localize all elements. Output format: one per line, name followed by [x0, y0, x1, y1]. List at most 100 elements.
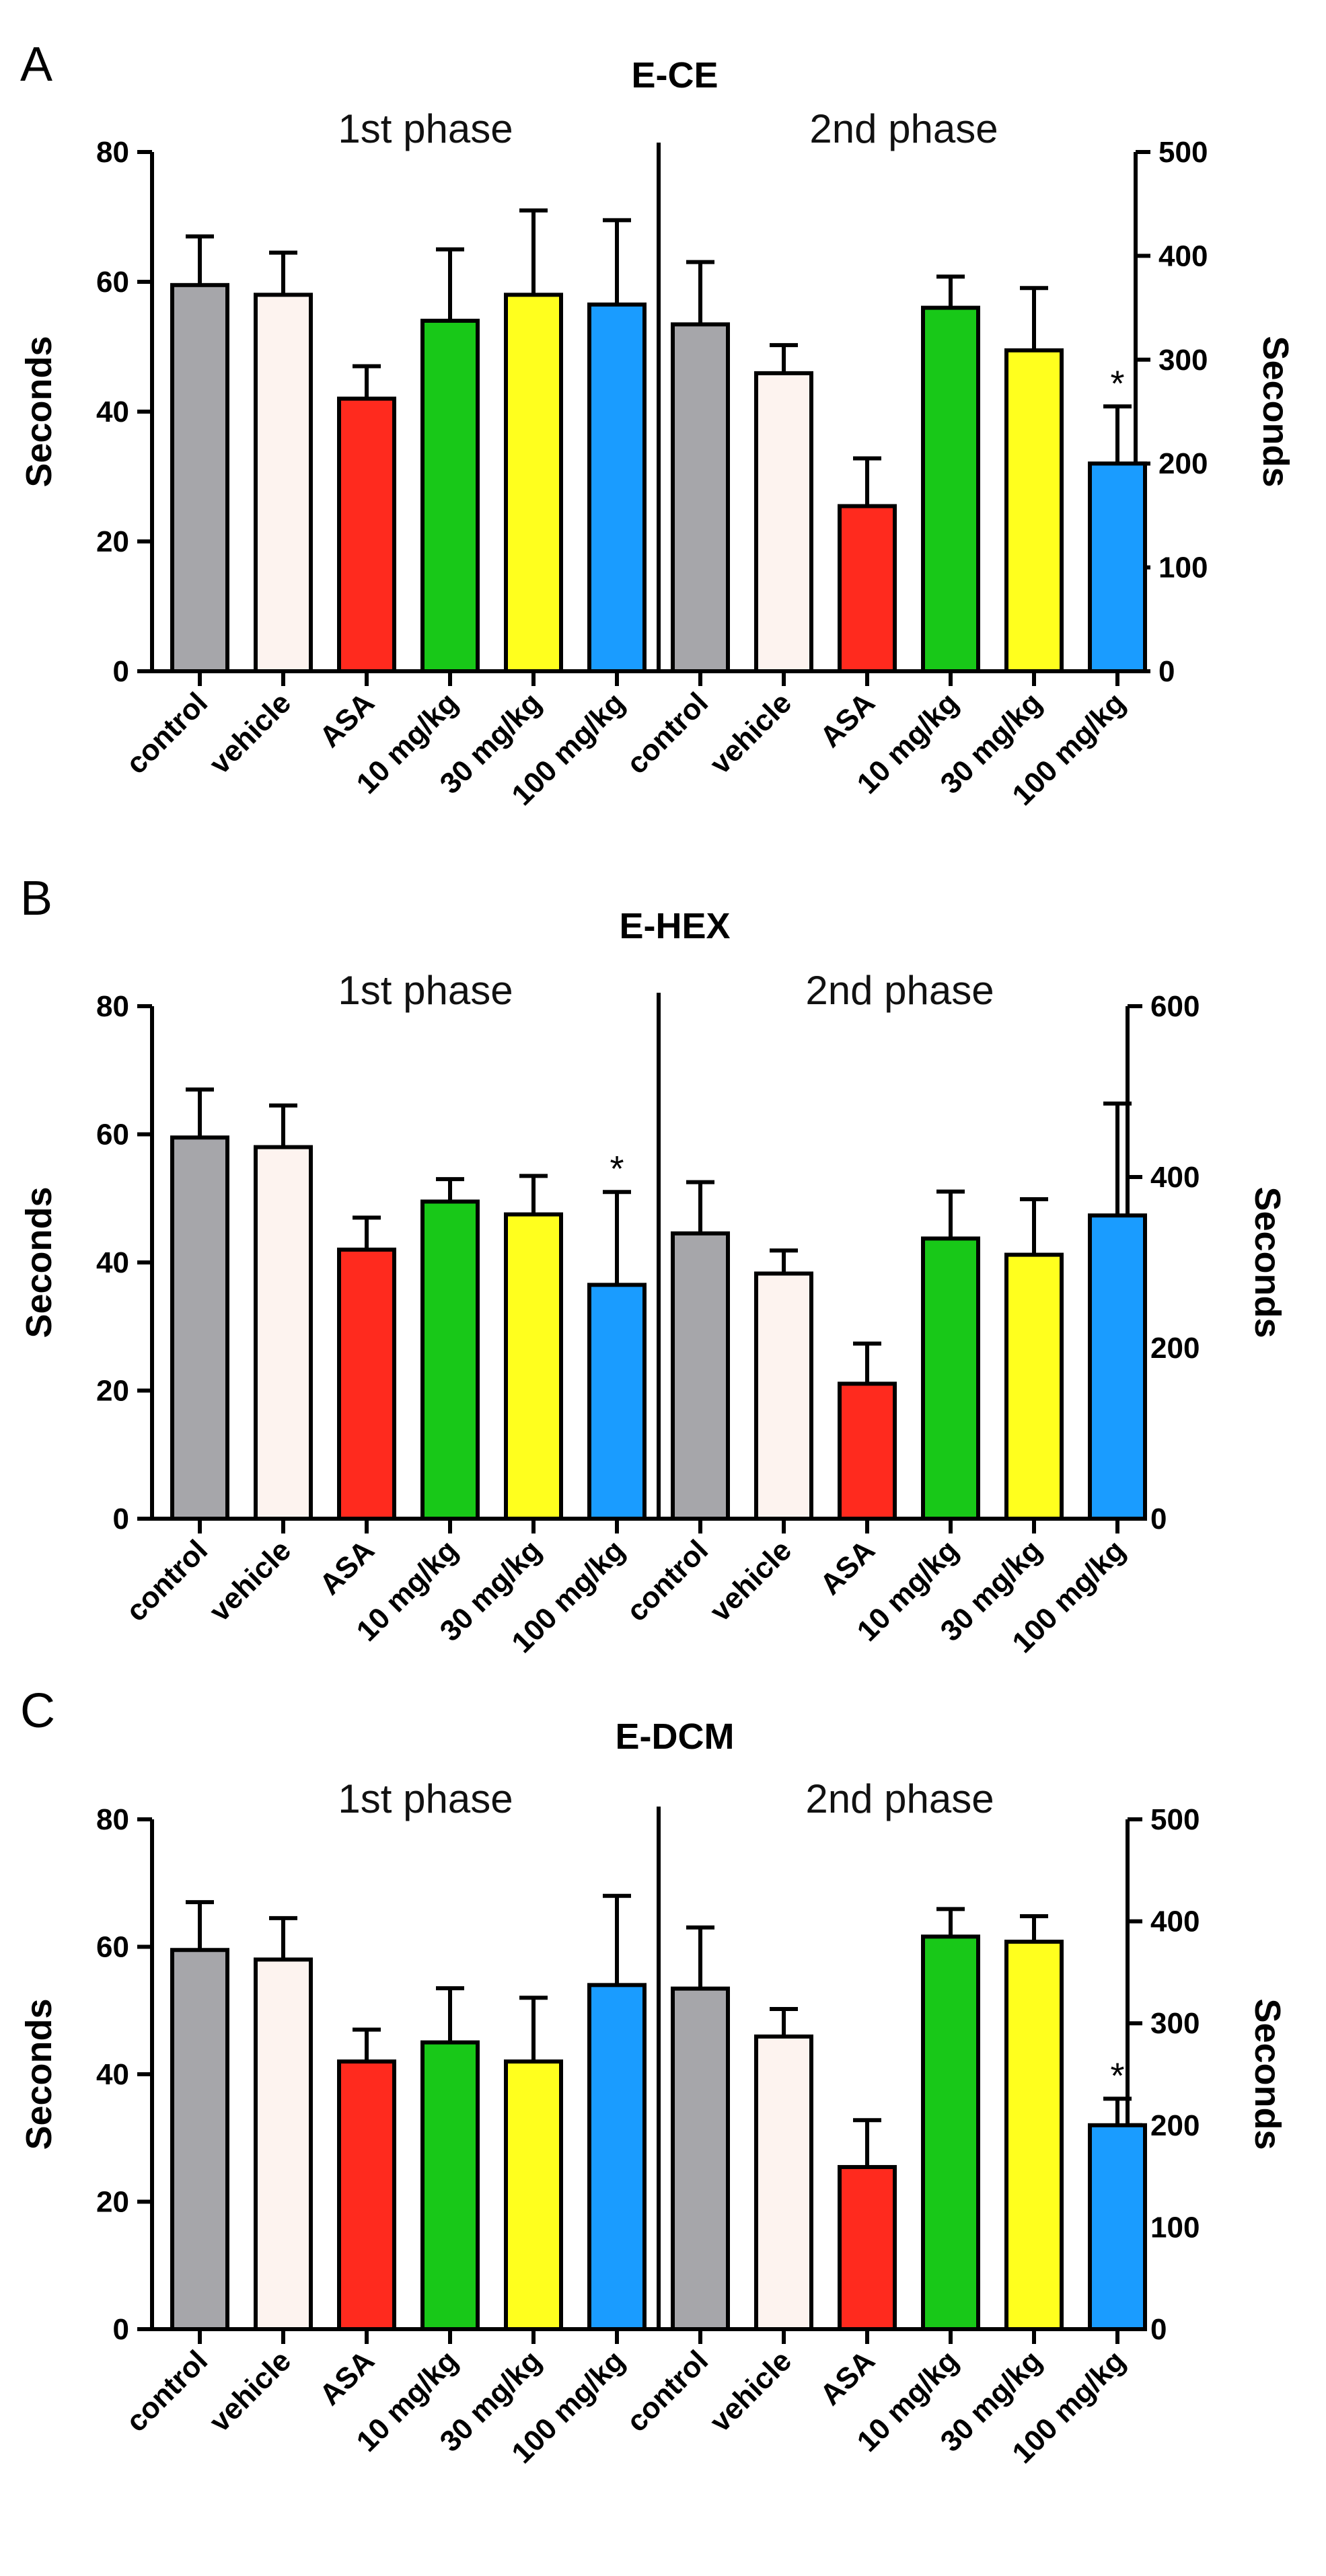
left-tick-label: 40: [96, 1246, 129, 1279]
left-tick-label: 60: [96, 1119, 129, 1151]
panel-letter: C: [20, 1684, 55, 1738]
left-axis-title: Seconds: [19, 1186, 59, 1338]
right-axis-title: Seconds: [1247, 1186, 1288, 1338]
bar: [170, 282, 229, 673]
left-axis-title: Seconds: [19, 1998, 59, 2150]
right-tick-label: 0: [1150, 2313, 1167, 2346]
right-tick-label: 500: [1150, 1803, 1200, 1836]
bar: [1004, 348, 1064, 673]
left-tick-label: 20: [96, 525, 129, 558]
chart-title: E-DCM: [616, 1716, 735, 1757]
bar: [671, 322, 730, 673]
bar: [337, 396, 396, 673]
panel-letter: A: [20, 38, 52, 91]
right-tick-label: 400: [1158, 239, 1208, 272]
bar: [1088, 1213, 1147, 1521]
category-label: ASA: [314, 2344, 381, 2411]
right-tick-label: 300: [1158, 344, 1208, 377]
category-label: ASA: [814, 2344, 881, 2411]
bar: [337, 2059, 396, 2332]
category-label: vehicle: [704, 2344, 798, 2438]
category-label: ASA: [314, 1533, 381, 1601]
category-label: control: [120, 686, 214, 780]
bar: [838, 1381, 897, 1521]
significance-star: *: [1110, 2055, 1124, 2096]
phase-label-1: 1st phase: [338, 106, 513, 151]
phase-label-1: 1st phase: [338, 968, 513, 1013]
left-axis-title: Seconds: [19, 336, 59, 487]
bar: [504, 293, 563, 673]
right-tick-label: 0: [1158, 655, 1175, 688]
category-label: control: [620, 686, 714, 780]
bar: [921, 1236, 980, 1521]
bar: [420, 1199, 480, 1521]
right-tick-label: 200: [1158, 447, 1208, 480]
bar: [504, 2059, 563, 2332]
left-tick-label: 20: [96, 1375, 129, 1408]
chart-panel-A: A E-CE 1st phase 2nd phase 0 20 40 60 80 0 100 200 3…: [19, 38, 1296, 812]
phase-label-2: 2nd phase: [805, 968, 994, 1013]
bar: [587, 302, 647, 673]
bar: [254, 1145, 313, 1521]
right-tick-label: 300: [1150, 2007, 1200, 2040]
chart-panel-B: B E-HEX 1st phase 2nd phase 0 20 40 60 80 0 200 400…: [19, 872, 1288, 1659]
bar: [170, 1135, 229, 1521]
left-tick-label: 80: [96, 1803, 129, 1836]
category-label: control: [620, 1533, 714, 1628]
phase-label-2: 2nd phase: [805, 1776, 994, 1821]
category-label: vehicle: [704, 1533, 798, 1628]
category-label: control: [620, 2344, 714, 2438]
category-label: ASA: [314, 686, 381, 753]
right-axis-title: Seconds: [1247, 1998, 1288, 2150]
right-tick-label: 400: [1150, 1905, 1200, 1938]
bar: [504, 1212, 563, 1521]
bar: [921, 305, 980, 674]
category-label: vehicle: [704, 686, 798, 780]
chart-title: E-CE: [631, 55, 718, 96]
right-tick-label: 100: [1150, 2211, 1200, 2244]
chart-panel-C: C E-DCM 1st phase 2nd phase 0 20 40 60 80 0 100 200…: [19, 1684, 1288, 2470]
category-label: control: [120, 1533, 214, 1628]
left-tick-label: 80: [96, 990, 129, 1023]
bar: [170, 1948, 229, 2332]
left-tick-label: 80: [96, 136, 129, 169]
left-tick-label: 40: [96, 2058, 129, 2091]
significance-star: *: [610, 1149, 624, 1189]
left-tick-label: 20: [96, 2186, 129, 2219]
left-tick-label: 60: [96, 1931, 129, 1964]
left-tick-label: 0: [113, 2313, 129, 2346]
left-tick-label: 0: [113, 655, 129, 688]
bar: [754, 371, 813, 673]
bar: [1088, 2123, 1147, 2332]
left-tick-label: 40: [96, 395, 129, 428]
bar: [254, 1957, 313, 2331]
panel-letter: B: [20, 872, 52, 925]
right-tick-label: 600: [1150, 990, 1200, 1023]
category-label: control: [120, 2344, 214, 2438]
right-tick-label: 100: [1158, 552, 1208, 584]
category-label: vehicle: [203, 1533, 297, 1628]
chart-title: E-HEX: [619, 906, 730, 946]
right-axis-title: Seconds: [1255, 336, 1296, 487]
category-label: vehicle: [203, 686, 297, 780]
right-tick-label: 200: [1150, 1332, 1200, 1365]
right-tick-label: 0: [1150, 1503, 1167, 1536]
bar: [921, 1934, 980, 2332]
bar: [587, 1983, 647, 2332]
right-tick-label: 500: [1158, 136, 1208, 169]
bar: [337, 1247, 396, 1521]
bar: [420, 2040, 480, 2331]
bar: [1004, 1252, 1064, 1521]
bar: [671, 1231, 730, 1521]
right-tick-label: 400: [1150, 1161, 1200, 1194]
bar: [838, 2164, 897, 2332]
category-label: vehicle: [203, 2344, 297, 2438]
bar: [671, 1986, 730, 2331]
category-label: ASA: [814, 1533, 881, 1601]
bar: [838, 504, 897, 674]
bar: [1004, 1939, 1064, 2331]
left-tick-label: 0: [113, 1503, 129, 1536]
phase-label-2: 2nd phase: [809, 106, 998, 151]
bar: [587, 1283, 647, 1521]
